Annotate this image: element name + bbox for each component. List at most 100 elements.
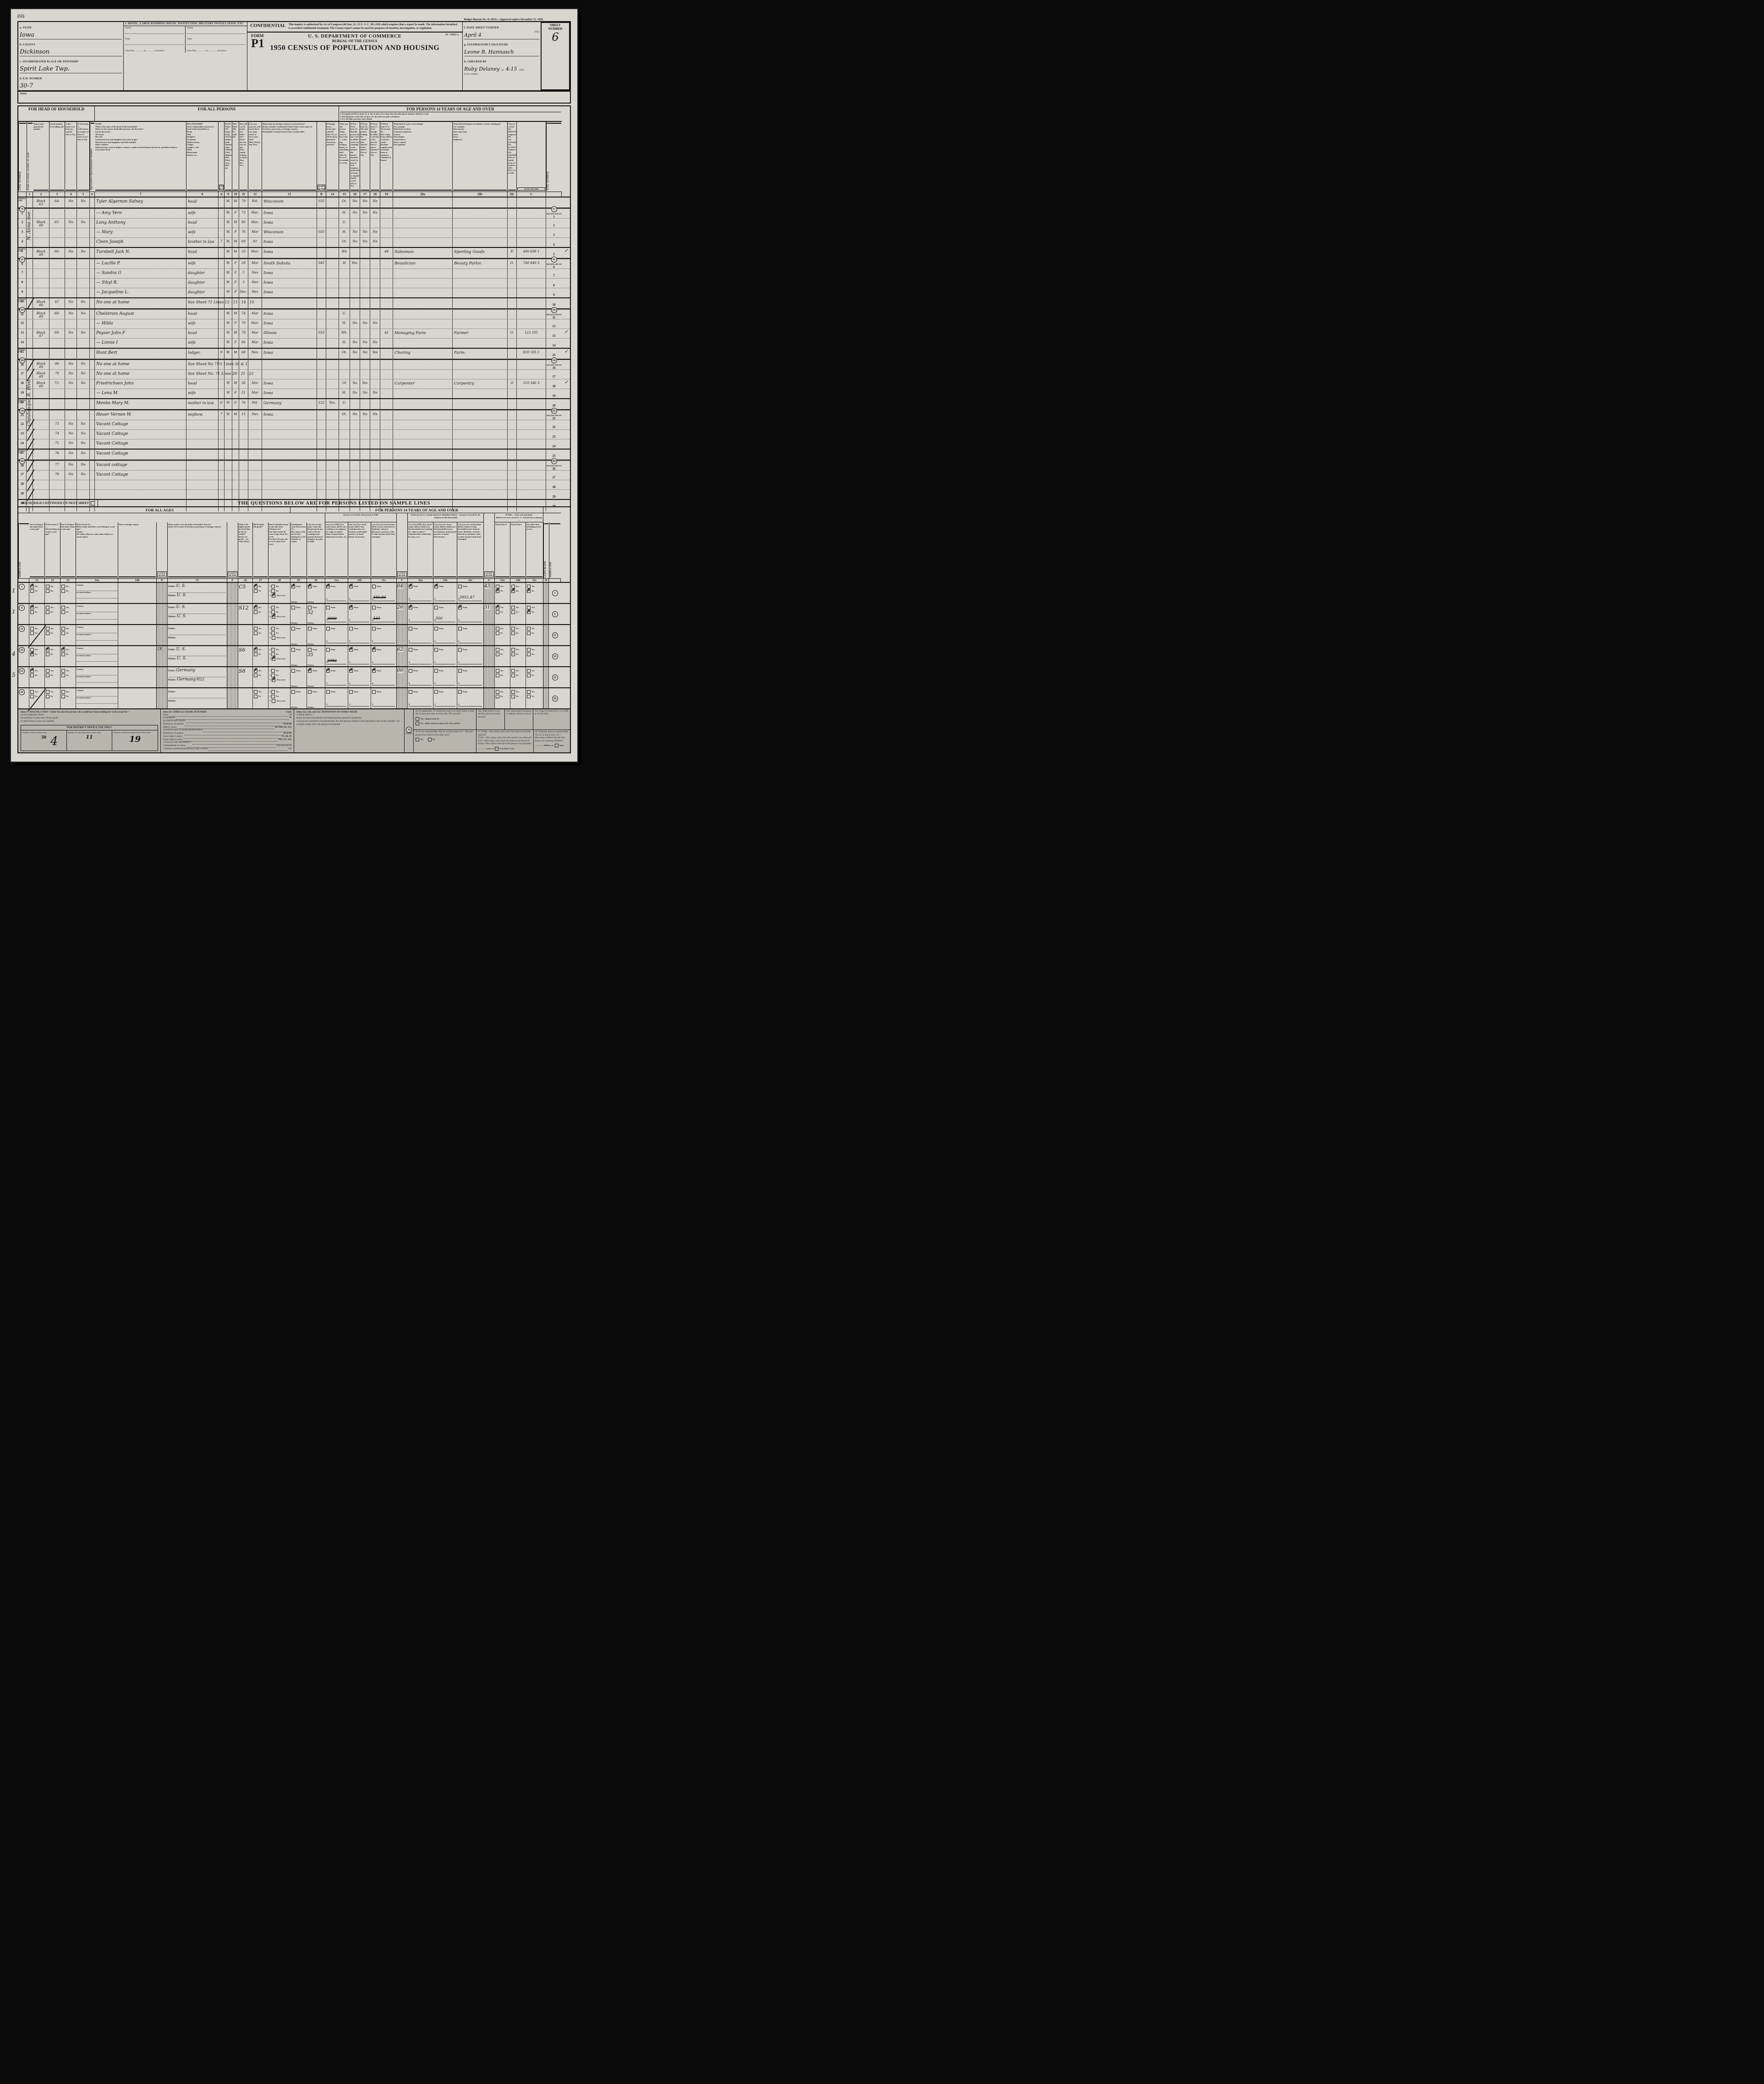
column-number: 11 [239,192,248,197]
column-header: Did he finish this grade? [253,522,268,578]
item27-yes-checkbox: ✗ [253,667,257,673]
cell-item31b-own-business: ✗None $ [348,603,371,624]
cell-item33c-other-service: ✗Yes ✗No [526,667,543,687]
item28-yes-checkbox: ✗ [271,647,275,652]
margin-tally: 5 [12,671,16,678]
line-number-right: 26 [552,467,556,471]
item33a-no-checkbox: ✗ [496,694,499,698]
item32c-none-checkbox: ✗ [458,669,462,673]
item33c-yes-checkbox: ✗ [527,584,531,588]
cell-item27-finished-grade: ✗Yes ✗No [253,582,268,603]
cell-item28-school-since-feb: 1✗Yes 2✗No V✗30 or over [268,667,290,687]
date-value: April 4 [464,32,482,38]
item33a-yes-checkbox: ✗ [496,626,499,631]
cell-item33a-ww2: ✗Yes ✗No [495,603,510,624]
form-title-block: FORM P1 U. S. DEPARTMENT OF COMMERCE BUR… [247,33,462,54]
item27-yes-checkbox: ✗ [253,604,257,609]
column-header: Is this house on a farm (or ranch)? (Yes… [65,122,77,192]
cell-item23-same-county: ✗Yes ✗No [60,667,76,687]
code-f-value: 00 [397,668,403,673]
item31b-none-checkbox: ✗ [349,667,353,673]
leave-blank-label [168,576,226,577]
table-row: 28 78 No No Vacant Cottage [18,469,570,493]
leave-blank-label [30,576,44,577]
cell-sample-number-right: 11 [549,625,561,645]
cell-line-number-right: 10 [546,288,562,310]
sample-line-badge: 21 [19,668,25,674]
cell-item23-same-county: ✗Yes ✗No [60,582,76,603]
cell-item32c-relatives-other: ✗None $ [457,625,484,645]
cell-code-d [157,688,168,708]
line-number: 18 [21,381,24,385]
column-number: 24b [118,578,157,582]
cell-code-h [543,603,549,624]
cell-item31c-other-income: ✗None $ [371,688,397,708]
cell-sample-number-right: 16 [549,646,561,666]
cell-item21-same-house: ✗Yes ✗No [29,688,45,708]
line-number-right: 25 [552,454,556,458]
column-header: LEAVE BLANK [219,122,225,192]
item29-none-checkbox: ✗ [291,690,295,694]
bottom-group-spacer [18,507,29,514]
other-income-value: 441.84 [373,595,386,599]
hotel-name-field-2 [187,29,246,34]
cell-item22-on-farm: ✗Yes ✗No [45,667,60,687]
cell-line-number-right: 16 ASK QUES. BELOW 16 ✓ [546,349,568,373]
column-number: 25 [168,578,227,582]
cell-item33a-ww2: ✗Yes ✗No [495,667,510,687]
enumerator-label: g. ENUMERATOR'S SIGNATURE [464,44,509,46]
county-label: b. COUNTY [20,44,36,46]
item33a-yes-checkbox: ✗ [495,604,499,609]
hotel-type-field-2 [187,40,246,45]
cell-code-f: 62 [397,646,408,666]
leave-blank-label [263,190,316,191]
cell-item22-on-farm: ✗Yes ✗No [45,582,60,603]
cell-naturalized [326,490,339,512]
column-number: 6 [90,192,95,197]
cell-sample-number-right: 21 [549,667,561,687]
line-number: 17 [21,372,24,376]
cell-sample-number: 4 16 [12,646,29,666]
cell-code-g: 31 [484,603,495,624]
column-number: B [317,192,326,197]
table-row: SAM-PLE LINE 21 21 Menke Mary M. mother … [18,398,570,424]
item31b-none-checkbox: ✗ [349,646,353,652]
cell-line-number: SAM-PLE LINE 21 21 [18,399,27,424]
column-header: SAMPLE LINE [549,522,561,578]
geo-fields: a. STATE Iowa b. COUNTY Dickinson c. INC… [18,22,124,90]
column-number: 12 [248,192,262,197]
cell-item22-on-farm: ✗Yes ✗No [45,688,60,708]
leave-blank-label [371,190,379,191]
cell-item26-grade [238,625,253,645]
line-number-right: 19 [552,394,556,398]
cell-item22-on-farm: ✗Yes ✗No [45,625,60,645]
leave-blank-label: LEAVE BLANK [219,184,224,191]
cell-line-number-right: 15 [546,339,562,360]
cell-line-number-right: 9 [546,279,562,300]
column-number: 4 [65,192,77,197]
column-header: Was he living in this same coun­ty a yea… [60,522,76,578]
item34-box: 34. To enumerator: If worked last year (… [414,709,477,730]
cell-age [239,490,248,512]
sample-line-badge-right: 11 [551,307,557,313]
item28-yes-checkbox: ✗ [271,626,275,631]
cell-item31c-other-income: ✗None $ [371,646,397,666]
sample-line-badge-right: 1 [552,590,558,596]
item21-yes-checkbox: ✗ [30,647,34,652]
cell-item16-worked [350,490,360,512]
column-number: 17 [360,192,370,197]
cont-badge-number: 26 [406,726,412,733]
cell-item31c-other-income: ✗None $ [371,667,397,687]
sample-row: 26 ✗Yes ✗No ✗Yes ✗No ✗Yes ✗No [18,687,570,711]
cell-item33c-other-service: ✗Yes ✗No [526,688,543,708]
cell-line-number-right: 14 ✓ [546,329,569,351]
cell-item26-grade: S6 [238,646,253,666]
column-header: LEAVE BLANK [317,122,326,192]
sample-line-label: SAM-PLE LINE [18,299,26,302]
line-number: 9 [21,290,23,294]
cell-sample-number: 5 21 [12,667,29,687]
cell-line-number-right: 8 [546,269,562,291]
item28-over30-checkbox: ✗ [271,655,276,661]
father-birthplace: Germany [176,668,195,673]
cell-code-a [219,490,225,512]
